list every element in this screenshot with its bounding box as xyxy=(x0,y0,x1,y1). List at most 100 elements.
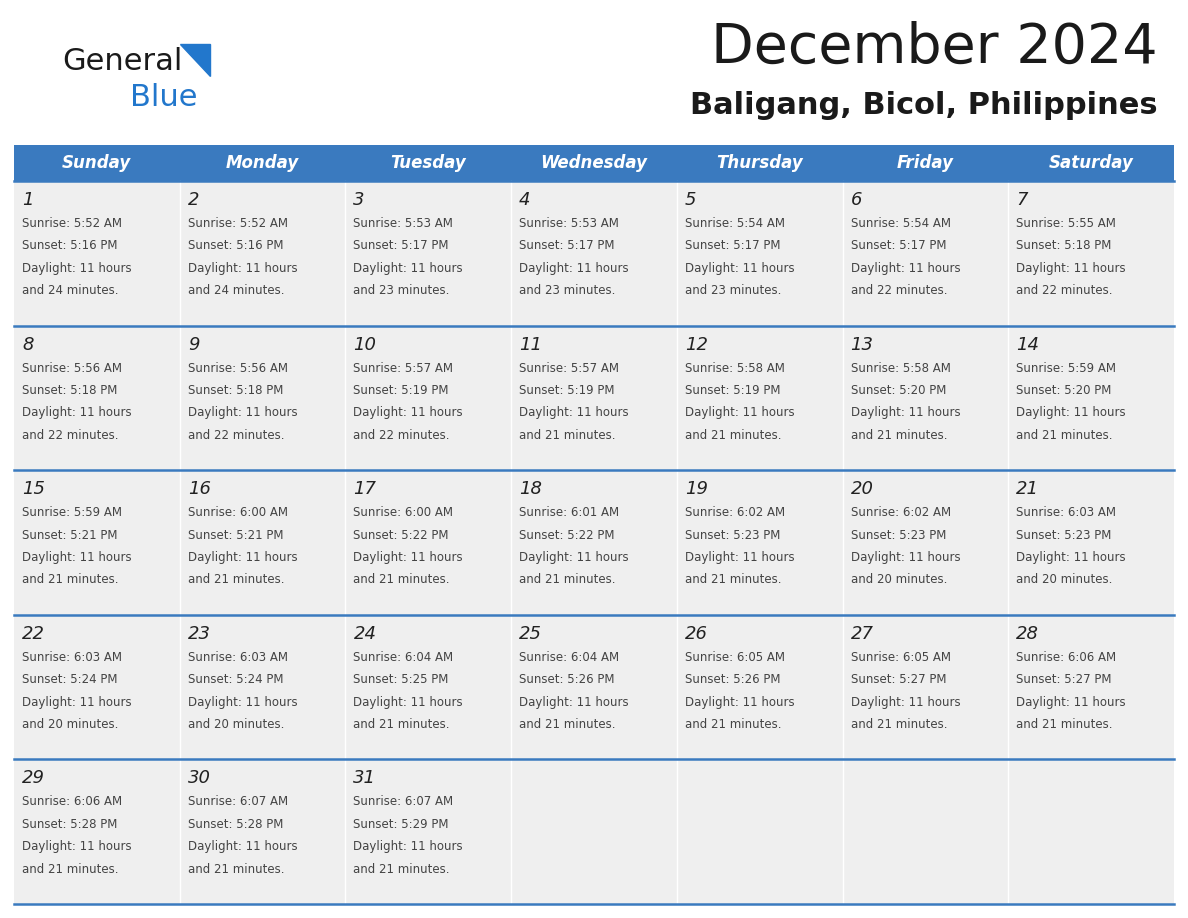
Text: 2: 2 xyxy=(188,191,200,209)
Text: Thursday: Thursday xyxy=(716,154,803,172)
Text: Sunrise: 6:07 AM: Sunrise: 6:07 AM xyxy=(188,795,287,809)
Text: Sunrise: 6:06 AM: Sunrise: 6:06 AM xyxy=(23,795,122,809)
Bar xyxy=(14,181,1174,326)
Text: Sunrise: 5:59 AM: Sunrise: 5:59 AM xyxy=(1016,362,1117,375)
Bar xyxy=(1009,145,1174,181)
Text: Daylight: 11 hours: Daylight: 11 hours xyxy=(684,262,795,274)
Text: Daylight: 11 hours: Daylight: 11 hours xyxy=(684,696,795,709)
Bar xyxy=(346,145,511,181)
Text: 3: 3 xyxy=(353,191,365,209)
Text: and 23 minutes.: and 23 minutes. xyxy=(353,285,450,297)
Text: Daylight: 11 hours: Daylight: 11 hours xyxy=(1016,551,1126,564)
Text: and 21 minutes.: and 21 minutes. xyxy=(851,429,947,442)
Text: and 21 minutes.: and 21 minutes. xyxy=(684,429,782,442)
Text: and 22 minutes.: and 22 minutes. xyxy=(851,285,947,297)
Text: Sunset: 5:21 PM: Sunset: 5:21 PM xyxy=(23,529,118,542)
Text: Daylight: 11 hours: Daylight: 11 hours xyxy=(188,551,297,564)
Text: 10: 10 xyxy=(353,336,377,353)
Text: Sunset: 5:27 PM: Sunset: 5:27 PM xyxy=(851,673,946,687)
Polygon shape xyxy=(181,44,210,76)
Text: 13: 13 xyxy=(851,336,873,353)
Text: Daylight: 11 hours: Daylight: 11 hours xyxy=(1016,407,1126,420)
Text: and 24 minutes.: and 24 minutes. xyxy=(188,285,284,297)
Text: Sunrise: 5:53 AM: Sunrise: 5:53 AM xyxy=(353,217,454,230)
Text: and 21 minutes.: and 21 minutes. xyxy=(1016,718,1113,731)
Text: 12: 12 xyxy=(684,336,708,353)
Text: Daylight: 11 hours: Daylight: 11 hours xyxy=(851,551,960,564)
Text: Sunset: 5:28 PM: Sunset: 5:28 PM xyxy=(188,818,283,831)
Text: Daylight: 11 hours: Daylight: 11 hours xyxy=(684,407,795,420)
Text: Sunset: 5:27 PM: Sunset: 5:27 PM xyxy=(1016,673,1112,687)
Text: Saturday: Saturday xyxy=(1049,154,1133,172)
Text: Daylight: 11 hours: Daylight: 11 hours xyxy=(188,262,297,274)
Text: Sunrise: 6:02 AM: Sunrise: 6:02 AM xyxy=(684,506,785,520)
Text: Sunrise: 5:56 AM: Sunrise: 5:56 AM xyxy=(23,362,122,375)
Text: Baligang, Bicol, Philippines: Baligang, Bicol, Philippines xyxy=(690,91,1158,119)
Text: Daylight: 11 hours: Daylight: 11 hours xyxy=(188,407,297,420)
Text: Daylight: 11 hours: Daylight: 11 hours xyxy=(519,696,628,709)
Text: and 21 minutes.: and 21 minutes. xyxy=(519,429,615,442)
Text: Sunset: 5:16 PM: Sunset: 5:16 PM xyxy=(23,240,118,252)
Bar xyxy=(14,470,1174,615)
Text: Sunset: 5:17 PM: Sunset: 5:17 PM xyxy=(851,240,946,252)
Text: General: General xyxy=(62,48,183,76)
Text: Daylight: 11 hours: Daylight: 11 hours xyxy=(851,407,960,420)
Text: 24: 24 xyxy=(353,625,377,643)
Text: and 21 minutes.: and 21 minutes. xyxy=(23,863,119,876)
Text: and 21 minutes.: and 21 minutes. xyxy=(188,863,284,876)
Text: Daylight: 11 hours: Daylight: 11 hours xyxy=(23,840,132,853)
Text: Sunrise: 5:53 AM: Sunrise: 5:53 AM xyxy=(519,217,619,230)
Text: Daylight: 11 hours: Daylight: 11 hours xyxy=(23,551,132,564)
Text: Daylight: 11 hours: Daylight: 11 hours xyxy=(23,696,132,709)
Text: Sunrise: 5:52 AM: Sunrise: 5:52 AM xyxy=(23,217,122,230)
Text: December 2024: December 2024 xyxy=(712,21,1158,75)
Text: and 21 minutes.: and 21 minutes. xyxy=(188,574,284,587)
Text: 19: 19 xyxy=(684,480,708,498)
Text: Sunset: 5:22 PM: Sunset: 5:22 PM xyxy=(519,529,614,542)
Text: Daylight: 11 hours: Daylight: 11 hours xyxy=(188,840,297,853)
Text: and 24 minutes.: and 24 minutes. xyxy=(23,285,119,297)
Text: and 22 minutes.: and 22 minutes. xyxy=(353,429,450,442)
Text: 29: 29 xyxy=(23,769,45,788)
Text: 20: 20 xyxy=(851,480,873,498)
Text: Sunrise: 6:04 AM: Sunrise: 6:04 AM xyxy=(353,651,454,664)
Text: Sunrise: 6:05 AM: Sunrise: 6:05 AM xyxy=(684,651,785,664)
Text: Sunset: 5:24 PM: Sunset: 5:24 PM xyxy=(23,673,118,687)
Text: Friday: Friday xyxy=(897,154,954,172)
Text: Sunset: 5:26 PM: Sunset: 5:26 PM xyxy=(519,673,614,687)
Text: Daylight: 11 hours: Daylight: 11 hours xyxy=(353,840,463,853)
Text: Sunrise: 6:03 AM: Sunrise: 6:03 AM xyxy=(1016,506,1117,520)
Text: Daylight: 11 hours: Daylight: 11 hours xyxy=(353,696,463,709)
Text: Sunrise: 6:07 AM: Sunrise: 6:07 AM xyxy=(353,795,454,809)
Text: Sunday: Sunday xyxy=(62,154,132,172)
Text: and 21 minutes.: and 21 minutes. xyxy=(519,718,615,731)
Text: 9: 9 xyxy=(188,336,200,353)
Text: 4: 4 xyxy=(519,191,531,209)
Text: Sunset: 5:16 PM: Sunset: 5:16 PM xyxy=(188,240,283,252)
Text: Sunrise: 5:52 AM: Sunrise: 5:52 AM xyxy=(188,217,287,230)
Text: Sunrise: 6:04 AM: Sunrise: 6:04 AM xyxy=(519,651,619,664)
Text: Sunset: 5:19 PM: Sunset: 5:19 PM xyxy=(519,384,614,397)
Text: 15: 15 xyxy=(23,480,45,498)
Text: 8: 8 xyxy=(23,336,33,353)
Text: Daylight: 11 hours: Daylight: 11 hours xyxy=(23,262,132,274)
Text: 6: 6 xyxy=(851,191,862,209)
Text: Daylight: 11 hours: Daylight: 11 hours xyxy=(188,696,297,709)
Text: Sunrise: 5:57 AM: Sunrise: 5:57 AM xyxy=(519,362,619,375)
Text: and 21 minutes.: and 21 minutes. xyxy=(353,718,450,731)
Text: 25: 25 xyxy=(519,625,542,643)
Text: Daylight: 11 hours: Daylight: 11 hours xyxy=(353,551,463,564)
Text: 21: 21 xyxy=(1016,480,1040,498)
Text: 11: 11 xyxy=(519,336,542,353)
Text: Sunset: 5:21 PM: Sunset: 5:21 PM xyxy=(188,529,283,542)
Text: and 20 minutes.: and 20 minutes. xyxy=(188,718,284,731)
Text: Sunset: 5:17 PM: Sunset: 5:17 PM xyxy=(519,240,614,252)
Text: Sunrise: 6:05 AM: Sunrise: 6:05 AM xyxy=(851,651,950,664)
Text: Sunset: 5:23 PM: Sunset: 5:23 PM xyxy=(684,529,781,542)
Text: 16: 16 xyxy=(188,480,210,498)
Text: Daylight: 11 hours: Daylight: 11 hours xyxy=(851,262,960,274)
Text: Daylight: 11 hours: Daylight: 11 hours xyxy=(684,551,795,564)
Bar xyxy=(14,759,1174,904)
Text: Sunrise: 6:00 AM: Sunrise: 6:00 AM xyxy=(188,506,287,520)
Text: Sunset: 5:19 PM: Sunset: 5:19 PM xyxy=(684,384,781,397)
